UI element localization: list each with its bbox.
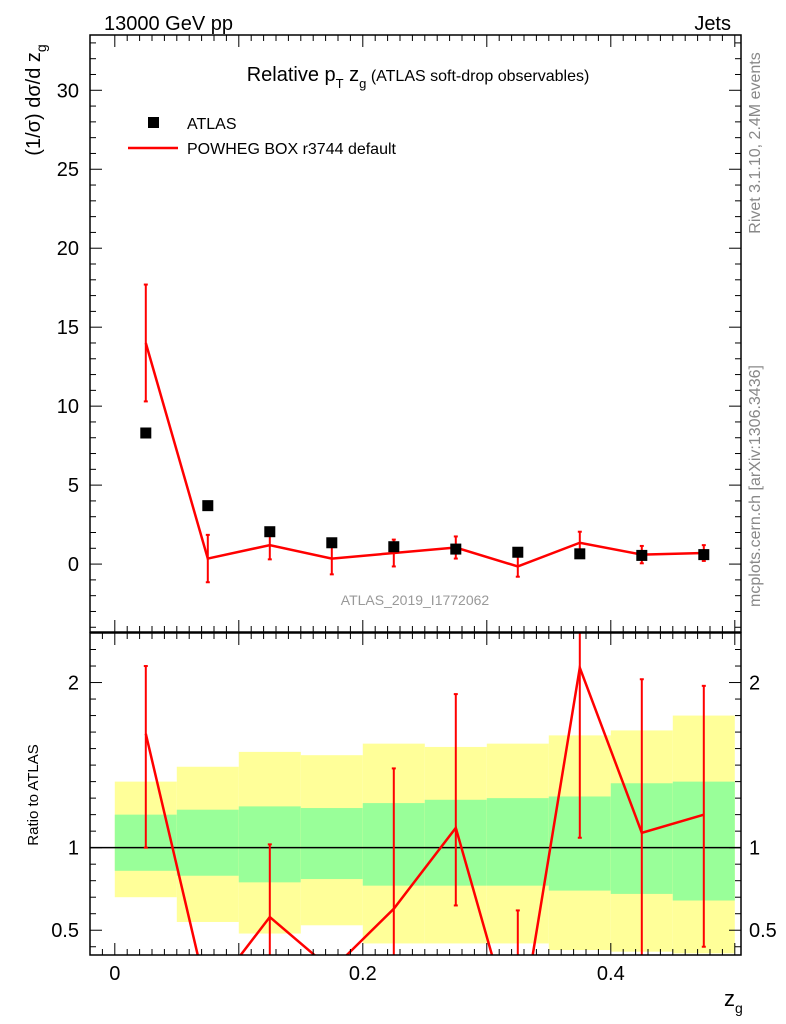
uncertainty-band-inner	[300, 808, 363, 880]
ratio-x-tick-label: 0.2	[349, 963, 377, 985]
ratio-x-tick-label: 0.4	[597, 963, 625, 985]
ratio-y-tick-label: 1	[68, 838, 79, 860]
main-frame	[89, 34, 742, 633]
ratio-panel: 0.5 0.5 1 1 2 2 0 0.2 0.4 Ratio to ATLAS	[25, 632, 777, 985]
main-y-axis-label-text: (1/σ) dσ/d z	[23, 52, 45, 156]
atlas-data-point	[140, 427, 152, 439]
ratio-ticks: 0.5 0.5 1 1 2 2 0 0.2 0.4	[51, 633, 777, 985]
ratio-plot-content	[90, 633, 741, 955]
analysis-id: ATLAS_2019_I1772062	[341, 592, 490, 608]
legend-atlas-label: ATLAS	[187, 116, 237, 133]
atlas-data-point	[388, 541, 400, 553]
uncertainty-band-inner	[176, 809, 239, 876]
main-y-axis-label-sub: g	[33, 44, 49, 52]
powheg-line	[144, 342, 704, 568]
atlas-data-point	[574, 548, 586, 560]
main-plot-content	[140, 283, 710, 584]
atlas-data-point	[512, 546, 524, 558]
ratio-y-tick-label-right: 2	[749, 673, 760, 695]
legend: ATLAS POWHEG BOX r3744 default	[128, 116, 397, 158]
atlas-data-point	[636, 549, 648, 561]
atlas-data-point	[698, 549, 710, 561]
main-y-tick-label: 25	[57, 159, 79, 181]
rivet-version-label: Rivet 3.1.10, 2.4M events	[747, 52, 764, 233]
title-mid: z	[344, 64, 360, 86]
main-y-tick-label: 10	[57, 396, 79, 418]
ratio-y-tick-label-right: 1	[749, 838, 760, 860]
atlas-data-point	[450, 543, 462, 555]
ratio-x-tick-label: 0	[109, 963, 120, 985]
title-sub-g: g	[359, 76, 366, 91]
atlas-data-point	[326, 537, 338, 549]
atlas-data-point	[264, 526, 276, 538]
ratio-mc-group	[143, 633, 706, 955]
legend-atlas-marker	[148, 117, 159, 128]
main-y-tick-label: 5	[68, 475, 79, 497]
x-axis-label: zg	[724, 986, 743, 1016]
ratio-y-tick-label-right: 0.5	[749, 920, 777, 942]
header-energy-label: 13000 GeV pp	[104, 13, 233, 35]
ratio-y-axis-label: Ratio to ATLAS	[25, 744, 42, 845]
ratio-y-tick-label: 0.5	[51, 920, 79, 942]
ratio-frame	[89, 632, 742, 956]
x-axis-label-text: z	[724, 986, 735, 1011]
main-y-axis-label: (1/σ) dσ/d zg	[23, 44, 49, 155]
legend-powheg-label: POWHEG BOX r3744 default	[187, 141, 397, 158]
title-pre: Relative p	[247, 64, 336, 86]
title-sub-t: T	[336, 76, 344, 91]
mcplots-label: mcplots.cern.ch [arXiv:1306.3436]	[747, 365, 764, 607]
header-process-label: Jets	[694, 13, 731, 35]
main-y-tick-label: 15	[57, 317, 79, 339]
main-title: Relative pT zg (ATLAS soft-drop observab…	[247, 64, 590, 91]
ratio-powheg-line	[144, 662, 705, 955]
atlas-data-point	[202, 500, 214, 512]
main-y-tick-label: 20	[57, 238, 79, 260]
title-post: (ATLAS soft-drop observables)	[366, 68, 589, 85]
main-y-tick-label: 30	[57, 80, 79, 102]
x-axis-label-sub: g	[735, 1000, 743, 1016]
main-y-ticks: 0 5 10 15 20 25 30	[57, 35, 741, 632]
uncertainty-band-inner	[486, 798, 549, 886]
ratio-y-tick-label: 2	[68, 673, 79, 695]
main-y-tick-label: 0	[68, 554, 79, 576]
